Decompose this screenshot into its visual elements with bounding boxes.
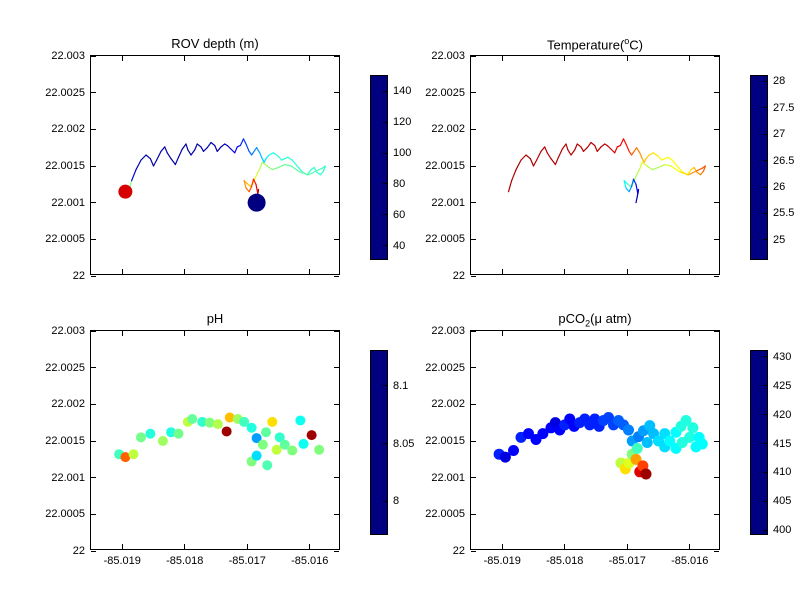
y-tick-label: 22.0015 [45,435,91,447]
colorbar-pco2: 400405410415420425430 [750,350,768,535]
colorbar-tick: 27.5 [767,102,794,114]
y-tick-label: 22.002 [431,398,471,410]
y-tick-label: 22.001 [431,197,471,209]
y-tick-label: 22.001 [51,197,91,209]
x-tick-label: -85.018 [166,549,203,567]
colorbar-tick: 430 [767,351,791,363]
colorbar-tick: 425 [767,380,791,392]
y-tick-label: 22.0025 [45,362,91,374]
plot-svg [91,331,341,551]
y-tick-label: 22.001 [51,472,91,484]
colorbar-tick: 8 [387,495,399,507]
colorbar-tick: 26 [767,181,785,193]
panel-title: ROV depth (m) [91,36,339,51]
x-tick-label: -85.019 [104,549,141,567]
colorbar-tick: 40 [387,240,405,252]
x-tick-label: -85.016 [291,549,328,567]
y-tick-label: 22.0005 [425,233,471,245]
colorbar-temp: 2525.52626.52727.528 [750,75,768,260]
y-tick-label: 22.0025 [45,87,91,99]
colorbar-tick: 25.5 [767,207,794,219]
plot-area-ph: pH2222.000522.00122.001522.00222.002522.… [90,330,340,550]
colorbar-tick: 8.05 [387,438,414,450]
panel-title: pCO2(μ atm) [471,311,719,329]
colorbar-tick: 410 [767,466,791,478]
y-tick-label: 22.0005 [45,508,91,520]
colorbar-tick: 140 [387,85,411,97]
plot-area-temp: Temperature(oC)2222.000522.00122.001522.… [470,55,720,275]
colorbar-tick: 8.1 [387,380,408,392]
colorbar-depth: 406080100120140 [370,75,388,260]
y-tick-label: 22.002 [51,123,91,135]
y-tick-label: 22.002 [51,398,91,410]
colorbar-tick: 400 [767,524,791,536]
colorbar-tick: 25 [767,234,785,246]
plot-area-depth: ROV depth (m)2222.000522.00122.001522.00… [90,55,340,275]
y-tick-label: 22 [73,270,91,282]
panel-title: Temperature(oC) [471,36,719,52]
panel-title: pH [91,311,339,326]
plot-svg [91,56,341,276]
colorbar-tick: 415 [767,438,791,450]
plot-area-pco2: pCO2(μ atm)2222.000522.00122.001522.0022… [470,330,720,550]
y-tick-label: 22.003 [431,50,471,62]
x-tick-label: -85.017 [609,549,646,567]
y-tick-label: 22.001 [431,472,471,484]
y-tick-label: 22.0025 [425,362,471,374]
colorbar-tick: 27 [767,128,785,140]
y-tick-label: 22.0015 [425,435,471,447]
y-tick-label: 22.003 [51,50,91,62]
plot-svg [471,56,721,276]
colorbar-tick: 26.5 [767,155,794,167]
y-tick-label: 22.0005 [425,508,471,520]
colorbar-tick: 405 [767,495,791,507]
y-tick-label: 22.0025 [425,87,471,99]
plot-svg [471,331,721,551]
colorbar-tick: 100 [387,147,411,159]
y-tick-label: 22 [453,545,471,557]
x-tick-label: -85.016 [671,549,708,567]
y-tick-label: 22.0015 [425,160,471,172]
x-tick-label: -85.019 [484,549,521,567]
colorbar-ph: 88.058.1 [370,350,388,535]
x-tick-label: -85.017 [229,549,266,567]
y-tick-label: 22.003 [431,325,471,337]
x-tick-label: -85.018 [546,549,583,567]
y-tick-label: 22.0015 [45,160,91,172]
y-tick-label: 22.0005 [45,233,91,245]
colorbar-tick: 28 [767,75,785,87]
colorbar-tick: 80 [387,178,405,190]
y-tick-label: 22.003 [51,325,91,337]
colorbar-tick: 120 [387,116,411,128]
colorbar-tick: 60 [387,209,405,221]
panel-depth: ROV depth (m)2222.000522.00122.001522.00… [90,55,340,275]
y-tick-label: 22 [453,270,471,282]
panel-pco2: pCO2(μ atm)2222.000522.00122.001522.0022… [470,330,720,550]
panel-ph: pH2222.000522.00122.001522.00222.002522.… [90,330,340,550]
y-tick-label: 22.002 [431,123,471,135]
panel-temp: Temperature(oC)2222.000522.00122.001522.… [470,55,720,275]
colorbar-tick: 420 [767,409,791,421]
y-tick-label: 22 [73,545,91,557]
